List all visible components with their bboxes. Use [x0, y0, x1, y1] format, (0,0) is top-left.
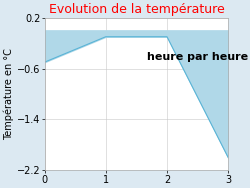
Text: heure par heure: heure par heure — [147, 52, 248, 62]
Y-axis label: Température en °C: Température en °C — [4, 48, 14, 140]
Title: Evolution de la température: Evolution de la température — [48, 3, 224, 17]
